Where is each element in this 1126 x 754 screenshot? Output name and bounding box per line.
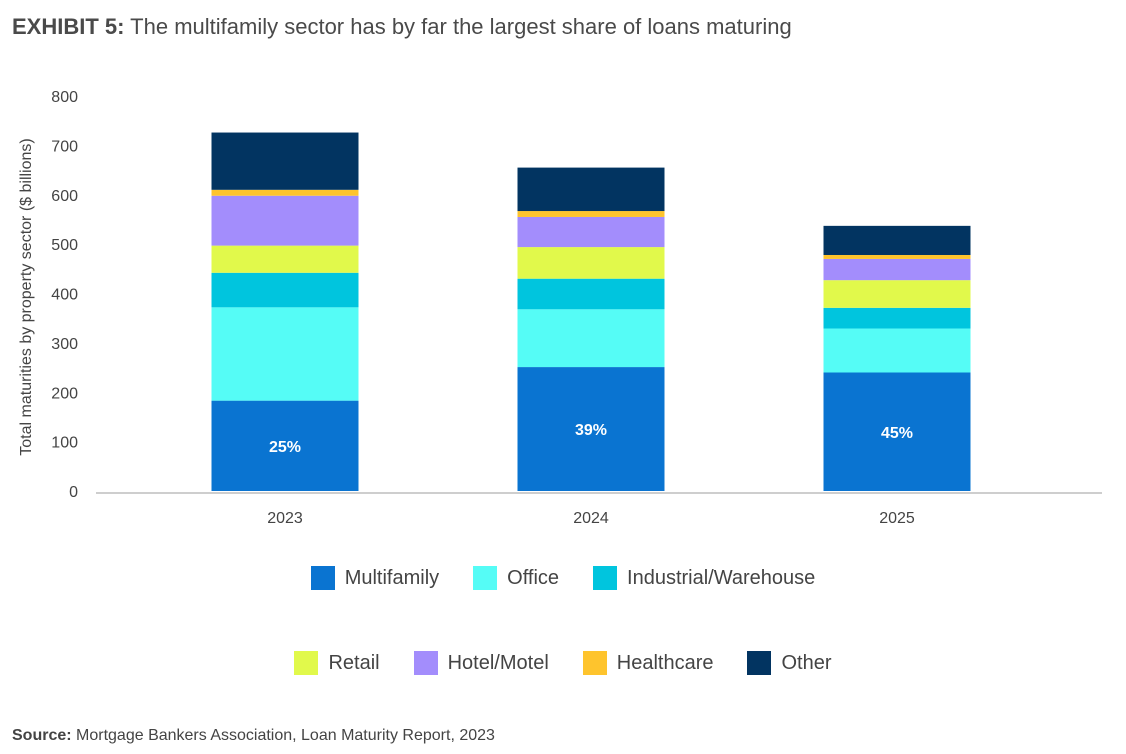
chart-title: EXHIBIT 5: The multifamily sector has by… xyxy=(12,14,792,40)
bar-segment-industrial-warehouse-2023 xyxy=(211,272,359,308)
legend-item-other: Other xyxy=(747,651,832,675)
legend-row-2: Retail Hotel/Motel Healthcare Other xyxy=(0,651,1126,675)
bar-segment-other-2024 xyxy=(517,167,665,212)
legend-swatch xyxy=(413,651,438,675)
bar-segment-office-2025 xyxy=(823,328,971,373)
legend-item-industrial-warehouse: Industrial/Warehouse xyxy=(593,566,815,590)
y-tick-label: 300 xyxy=(51,336,78,353)
x-tick-label: 2023 xyxy=(267,510,303,527)
legend-swatch xyxy=(294,651,319,675)
y-axis: 0 100 200 300 400 500 600 700 800 xyxy=(51,89,78,501)
bar-segment-office-2023 xyxy=(211,307,359,401)
source-note: Source: Mortgage Bankers Association, Lo… xyxy=(12,727,495,745)
bar-segment-healthcare-2024 xyxy=(517,211,665,217)
legend-item-healthcare: Healthcare xyxy=(582,651,714,675)
legend-item-retail: Retail xyxy=(294,651,380,675)
bar-segment-retail-2025 xyxy=(823,280,971,308)
y-tick-label: 0 xyxy=(69,484,78,501)
legend-swatch xyxy=(582,651,607,675)
y-tick-label: 100 xyxy=(51,435,78,452)
bar-segment-industrial-warehouse-2024 xyxy=(517,278,665,310)
bar-segment-multifamily-2023 xyxy=(211,400,359,491)
x-tick-label: 2025 xyxy=(879,510,915,527)
legend-swatch xyxy=(473,566,498,590)
bar-segment-office-2024 xyxy=(517,309,665,368)
legend-item-hotel-motel: Hotel/Motel xyxy=(413,651,549,675)
y-tick-label: 500 xyxy=(51,237,78,254)
y-tick-label: 800 xyxy=(51,89,78,106)
legend-label: Office xyxy=(507,566,560,589)
bar-segment-other-2025 xyxy=(823,225,971,255)
y-tick-label: 400 xyxy=(51,287,78,304)
legend-item-office: Office xyxy=(473,566,559,590)
bar-segment-industrial-warehouse-2025 xyxy=(823,307,971,329)
legend-swatch xyxy=(593,566,618,590)
x-tick-label: 2024 xyxy=(573,510,609,527)
y-tick-label: 700 xyxy=(51,138,78,155)
bar-segment-hotel-motel-2025 xyxy=(823,258,971,281)
legend-label: Hotel/Motel xyxy=(447,651,549,674)
legend-swatch xyxy=(747,651,772,675)
bar-segment-hotel-motel-2024 xyxy=(517,216,665,248)
data-label: 25% xyxy=(269,439,301,456)
source-lead: Source: xyxy=(12,727,72,744)
bar-segment-retail-2024 xyxy=(517,247,665,279)
bar-segment-retail-2023 xyxy=(211,245,359,273)
legend-label: Multifamily xyxy=(344,566,440,589)
legend-swatch xyxy=(310,566,335,590)
bar-segment-healthcare-2023 xyxy=(211,189,359,196)
bar-segment-healthcare-2025 xyxy=(823,254,971,259)
chart-title-lead: EXHIBIT 5: xyxy=(12,14,125,39)
bar-segment-other-2023 xyxy=(211,132,359,190)
y-tick-label: 600 xyxy=(51,188,78,205)
stacked-bar-chart: 0 100 200 300 400 500 600 700 800 25% 39% 45% 2023… xyxy=(18,89,1102,527)
legend-label: Retail xyxy=(328,651,380,674)
y-axis-label: Total maturities by property sector ($ b… xyxy=(18,138,35,455)
x-axis: 2023 2024 2025 xyxy=(267,510,915,527)
source-text: Mortgage Bankers Association, Loan Matur… xyxy=(71,727,495,744)
bars: 25% 39% 45% xyxy=(211,132,971,491)
legend-item-multifamily: Multifamily xyxy=(310,566,440,590)
bar-segment-multifamily-2025 xyxy=(823,372,971,491)
legend-label: Healthcare xyxy=(616,651,714,674)
legend-label: Industrial/Warehouse xyxy=(627,566,816,589)
legend-label: Other xyxy=(781,651,832,674)
y-tick-label: 200 xyxy=(51,385,78,402)
legend-row-1: Multifamily Office Industrial/Warehouse xyxy=(0,566,1126,590)
bar-segment-multifamily-2024 xyxy=(517,367,665,491)
bar-segment-hotel-motel-2023 xyxy=(211,195,359,246)
data-label: 39% xyxy=(575,422,607,439)
data-label: 45% xyxy=(881,425,913,442)
chart-title-text: The multifamily sector has by far the la… xyxy=(124,14,792,39)
